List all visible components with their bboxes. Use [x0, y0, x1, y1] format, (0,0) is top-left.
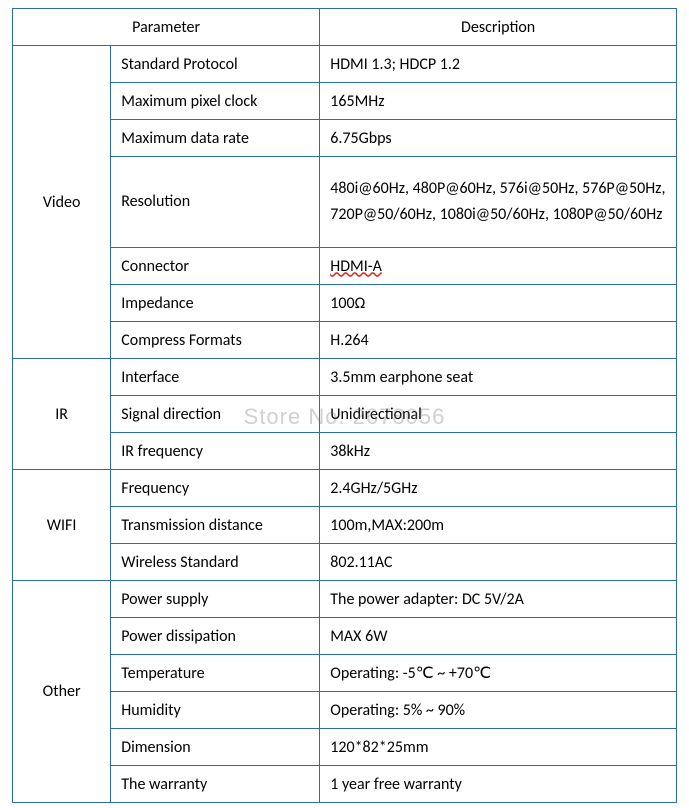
desc-cell: 2.4GHz/5GHz [320, 470, 677, 507]
desc-cell: 1 year free warranty [320, 766, 677, 803]
param-cell: Power dissipation [111, 618, 320, 655]
table-row: Wireless Standard 802.11AC [13, 544, 677, 581]
desc-cell: 802.11AC [320, 544, 677, 581]
param-cell: Dimension [111, 729, 320, 766]
desc-cell: MAX 6W [320, 618, 677, 655]
table-row: Maximum data rate 6.75Gbps [13, 120, 677, 157]
param-cell: The warranty [111, 766, 320, 803]
category-other: Other [13, 581, 111, 803]
table-row: Humidity Operating: 5% ~ 90% [13, 692, 677, 729]
table-row: IR Interface 3.5mm earphone seat [13, 359, 677, 396]
desc-cell: 6.75Gbps [320, 120, 677, 157]
table-row: IR frequency 38kHz [13, 433, 677, 470]
desc-text-underline: HDMI-A [330, 257, 382, 276]
table-row: Compress Formats H.264 [13, 322, 677, 359]
param-cell: Interface [111, 359, 320, 396]
desc-cell: The power adapter: DC 5V/2A [320, 581, 677, 618]
desc-cell: HDMI-A [320, 248, 677, 285]
param-cell: Wireless Standard [111, 544, 320, 581]
desc-cell: 38kHz [320, 433, 677, 470]
param-cell: Maximum data rate [111, 120, 320, 157]
table-row: Transmission distance 100m,MAX:200m [13, 507, 677, 544]
table-row: Temperature Operating: -5℃ ~ +70℃ [13, 655, 677, 692]
desc-cell: 100Ω [320, 285, 677, 322]
desc-cell: 3.5mm earphone seat [320, 359, 677, 396]
spec-table: Parameter Description Video Standard Pro… [12, 8, 677, 803]
desc-cell: 165MHz [320, 83, 677, 120]
param-cell: Resolution [111, 157, 320, 248]
header-row: Parameter Description [13, 9, 677, 46]
desc-cell: Unidirectional [320, 396, 677, 433]
param-cell: Power supply [111, 581, 320, 618]
desc-cell: 100m,MAX:200m [320, 507, 677, 544]
header-parameter: Parameter [13, 9, 320, 46]
category-video: Video [13, 46, 111, 359]
desc-cell: Operating: 5% ~ 90% [320, 692, 677, 729]
desc-cell: HDMI 1.3; HDCP 1.2 [320, 46, 677, 83]
table-row: WIFI Frequency 2.4GHz/5GHz [13, 470, 677, 507]
table-row: Maximum pixel clock 165MHz [13, 83, 677, 120]
desc-cell: H.264 [320, 322, 677, 359]
header-description: Description [320, 9, 677, 46]
param-cell: Maximum pixel clock [111, 83, 320, 120]
table-row: Power dissipation MAX 6W [13, 618, 677, 655]
category-ir: IR [13, 359, 111, 470]
param-cell: Impedance [111, 285, 320, 322]
table-row: Other Power supply The power adapter: DC… [13, 581, 677, 618]
param-cell: Temperature [111, 655, 320, 692]
param-cell: Connector [111, 248, 320, 285]
table-row: Connector HDMI-A [13, 248, 677, 285]
param-cell: Standard Protocol [111, 46, 320, 83]
table-row: Signal direction Unidirectional [13, 396, 677, 433]
param-cell: Compress Formats [111, 322, 320, 359]
desc-cell: Operating: -5℃ ~ +70℃ [320, 655, 677, 692]
table-row: Video Standard Protocol HDMI 1.3; HDCP 1… [13, 46, 677, 83]
param-cell: Frequency [111, 470, 320, 507]
param-cell: Transmission distance [111, 507, 320, 544]
param-cell: Signal direction [111, 396, 320, 433]
desc-cell: 480i@60Hz, 480P@60Hz, 576i@50Hz, 576P@50… [320, 157, 677, 248]
category-wifi: WIFI [13, 470, 111, 581]
table-row: The warranty 1 year free warranty [13, 766, 677, 803]
table-row: Dimension 120*82*25mm [13, 729, 677, 766]
table-row: Resolution 480i@60Hz, 480P@60Hz, 576i@50… [13, 157, 677, 248]
desc-cell: 120*82*25mm [320, 729, 677, 766]
table-row: Impedance 100Ω [13, 285, 677, 322]
param-cell: IR frequency [111, 433, 320, 470]
param-cell: Humidity [111, 692, 320, 729]
